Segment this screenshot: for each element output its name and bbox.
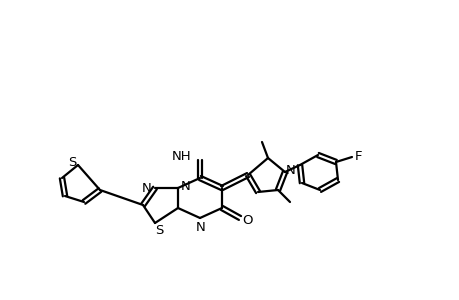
- Text: N: N: [181, 181, 190, 194]
- Text: N: N: [285, 164, 295, 176]
- Text: N: N: [142, 182, 151, 194]
- Text: NH: NH: [172, 149, 191, 163]
- Text: O: O: [242, 214, 253, 227]
- Text: N: N: [196, 221, 206, 235]
- Text: S: S: [67, 155, 76, 169]
- Text: S: S: [155, 224, 163, 238]
- Text: F: F: [354, 151, 362, 164]
